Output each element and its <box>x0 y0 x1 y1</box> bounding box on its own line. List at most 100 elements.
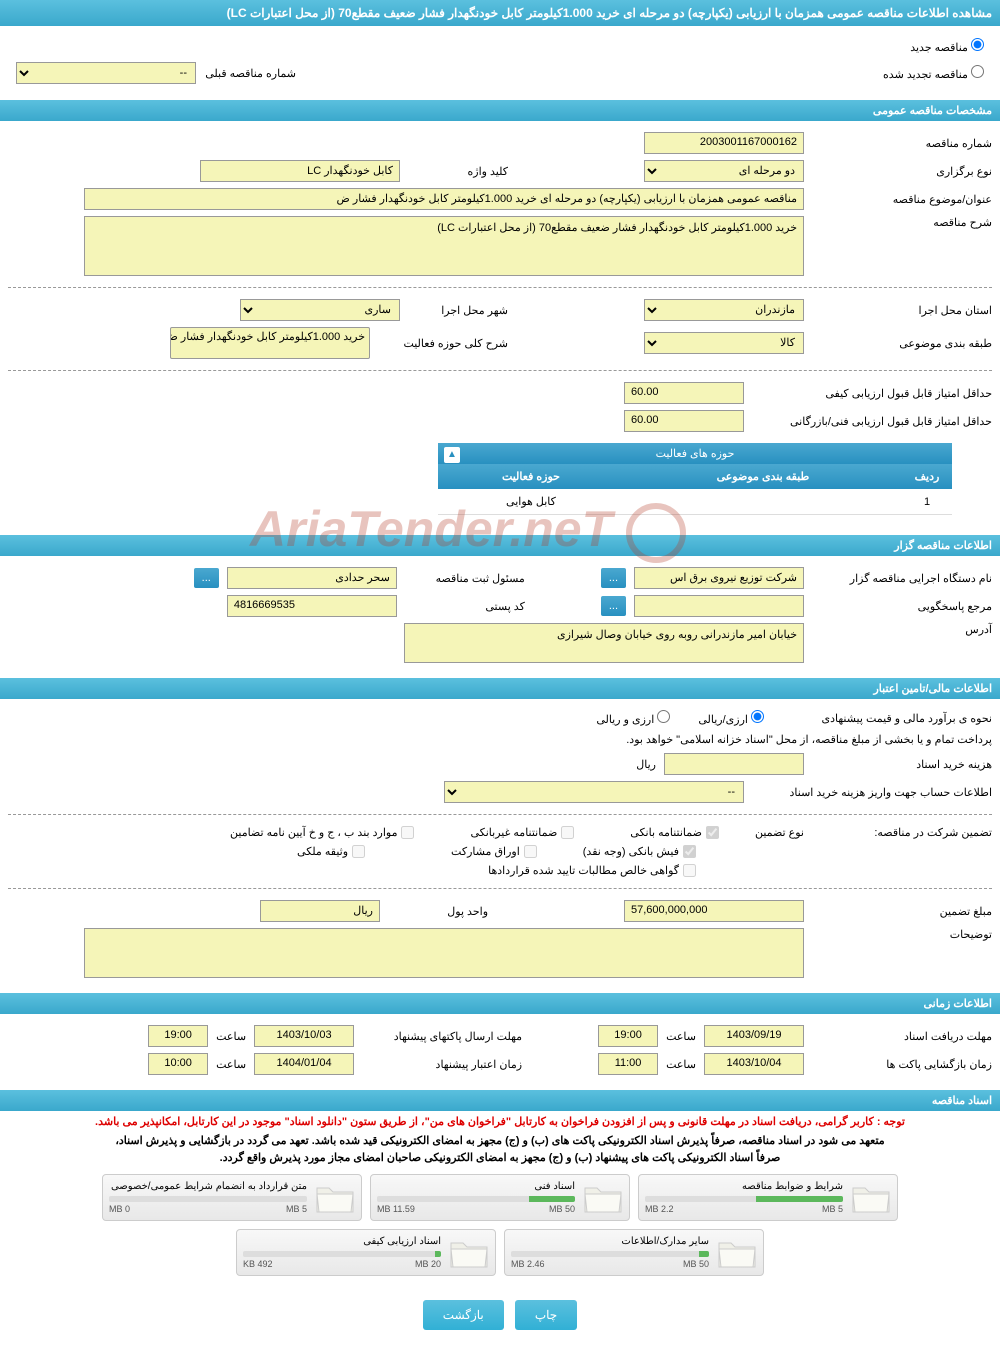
commit-2: صرفاً اسناد الکترونیکی پاکت های پیشنهاد … <box>0 1149 1000 1166</box>
tender-number-value: 2003001167000162 <box>644 132 804 154</box>
time-label: ساعت <box>666 1058 696 1071</box>
radio-renewed-tender[interactable]: مناقصه تجدید شده <box>883 65 984 81</box>
city-label: شهر محل اجرا <box>408 304 508 317</box>
time-label: ساعت <box>216 1058 246 1071</box>
folder-icon <box>851 1182 891 1214</box>
registrar-value: سحر حدادی <box>227 567 397 589</box>
doc-total: 20 MB <box>415 1259 441 1269</box>
doc-cost-value <box>664 753 804 775</box>
receive-label: مهلت دریافت اسناد <box>812 1030 992 1043</box>
radio-rial[interactable]: ارزی/ریالی <box>698 710 764 726</box>
doc-item[interactable]: شرایط و ضوابط مناقصه 5 MB2.2 MB <box>638 1174 898 1221</box>
open-date: 1403/10/04 <box>704 1053 804 1075</box>
notes-value <box>84 928 804 978</box>
payment-note: پرداخت تمام و یا بخشی از مبلغ مناقصه، از… <box>8 729 992 750</box>
estimate-label: نحوه ی برآورد مالی و قیمت پیشنهادی <box>772 712 992 725</box>
col-row: ردیف <box>902 464 952 489</box>
doc-total: 50 MB <box>549 1204 575 1214</box>
chk-participation[interactable]: اوراق مشارکت <box>451 845 537 858</box>
tender-number-label: شماره مناقصه <box>812 137 992 150</box>
postal-label: کد پستی <box>405 600 525 613</box>
doc-item[interactable]: سایر مدارک/اطلاعات 50 MB2.46 MB <box>504 1229 764 1276</box>
scope-label: شرح کلی حوزه فعالیت <box>378 337 508 350</box>
table-row: 1 کابل هوایی <box>438 489 952 515</box>
reference-value <box>634 595 804 617</box>
reference-more-button[interactable]: ... <box>601 596 626 616</box>
amount-value: 57,600,000,000 <box>624 900 804 922</box>
open-time: 11:00 <box>598 1053 658 1075</box>
doc-item[interactable]: اسناد فنی 50 MB 11.59 MB <box>370 1174 630 1221</box>
chk-property[interactable]: وثیقه ملکی <box>297 845 365 858</box>
receive-time: 19:00 <box>598 1025 658 1047</box>
unit-label: واحد پول <box>388 905 488 918</box>
validity-date: 1404/01/04 <box>254 1053 354 1075</box>
activity-table-title: حوزه های فعالیت ▲ <box>438 443 952 464</box>
scope-select[interactable]: خرید 1.000کیلومتر کابل خودنگهدار فشار ضع… <box>170 327 370 359</box>
doc-used: 2.2 MB <box>645 1204 674 1214</box>
doc-item[interactable]: متن قرارداد به انضمام شرایط عمومی/خصوصی … <box>102 1174 362 1221</box>
doc-title: سایر مدارک/اطلاعات <box>511 1236 709 1247</box>
province-select[interactable]: مازندران <box>644 299 804 321</box>
doc-cost-label: هزینه خرید اسناد <box>812 758 992 771</box>
validity-label: زمان اعتبار پیشنهاد <box>362 1058 522 1071</box>
renewed-tender-label: مناقصه تجدید شده <box>883 69 968 81</box>
send-date: 1403/10/03 <box>254 1025 354 1047</box>
time-label: ساعت <box>216 1030 246 1043</box>
chk-items-bcg[interactable]: موارد بند ب ، ج و خ آیین نامه تضامین <box>230 826 414 839</box>
doc-title: اسناد ارزیابی کیفی <box>243 1236 441 1247</box>
subject-value: مناقصه عمومی همزمان با ارزیابی (یکپارچه)… <box>84 188 804 210</box>
org-value: شرکت توزیع نیروی برق اس <box>634 567 804 589</box>
commit-1: متعهد می شود در اسناد مناقصه، صرفاً پذیر… <box>0 1132 1000 1149</box>
send-time: 19:00 <box>148 1025 208 1047</box>
chk-bank-guarantee[interactable]: ضمانتنامه بانکی <box>630 826 719 839</box>
section-timing: اطلاعات زمانی <box>0 993 1000 1014</box>
notes-label: توضیحات <box>812 928 992 941</box>
account-label: اطلاعات حساب جهت واریز هزینه خرید اسناد <box>752 786 992 799</box>
radio-new-tender[interactable]: مناقصه جدید <box>910 42 984 54</box>
progress-fill <box>756 1196 843 1202</box>
validity-time: 10:00 <box>148 1053 208 1075</box>
col-scope: حوزه فعالیت <box>438 464 624 489</box>
registrar-more-button[interactable]: ... <box>194 568 219 588</box>
prev-number-select[interactable]: -- <box>16 62 196 84</box>
row-num: 1 <box>902 489 952 515</box>
new-tender-label: مناقصه جدید <box>910 42 968 54</box>
doc-total: 5 MB <box>822 1204 843 1214</box>
account-select[interactable]: -- <box>444 781 744 803</box>
radio-foreign[interactable]: ارزی و ریالی <box>596 710 670 726</box>
type-label: نوع برگزاری <box>812 165 992 178</box>
quality-score-label: حداقل امتیاز قابل قبول ارزیابی کیفی <box>752 387 992 400</box>
folder-icon <box>717 1237 757 1269</box>
doc-title: متن قرارداد به انضمام شرایط عمومی/خصوصی <box>109 1181 307 1192</box>
guarantee-type-label: نوع تضمین <box>755 826 804 839</box>
postal-value: 4816669535 <box>227 595 397 617</box>
type-select[interactable]: دو مرحله ای <box>644 160 804 182</box>
prev-number-label: شماره مناقصه قبلی <box>196 67 296 80</box>
org-more-button[interactable]: ... <box>601 568 626 588</box>
chk-nonbank[interactable]: ضمانتنامه غیربانکی <box>470 826 574 839</box>
chk-bank-receipt[interactable]: فیش بانکی (وجه نقد) <box>583 845 696 858</box>
doc-used: 11.59 MB <box>377 1204 415 1214</box>
chk-receivables[interactable]: گواهی خالص مطالبات تایید شده قراردادها <box>488 864 696 877</box>
receive-date: 1403/09/19 <box>704 1025 804 1047</box>
back-button[interactable]: بازگشت <box>423 1300 504 1330</box>
category-select[interactable]: کالا <box>644 332 804 354</box>
row-category <box>624 489 902 515</box>
print-button[interactable]: چاپ <box>515 1300 577 1330</box>
collapse-icon[interactable]: ▲ <box>444 447 460 463</box>
progress-fill <box>435 1251 441 1257</box>
city-select[interactable]: ساری <box>240 299 400 321</box>
amount-label: مبلغ تضمین <box>812 905 992 918</box>
doc-total: 5 MB <box>286 1204 307 1214</box>
address-value: خیابان امیر مازندرانی روبه روی خیابان وص… <box>404 623 804 663</box>
open-label: زمان بازگشایی پاکت ها <box>812 1058 992 1071</box>
doc-item[interactable]: اسناد ارزیابی کیفی 20 MB492 KB <box>236 1229 496 1276</box>
subject-label: عنوان/موضوع مناقصه <box>812 193 992 206</box>
province-label: استان محل اجرا <box>812 304 992 317</box>
folder-icon <box>315 1182 355 1214</box>
separator <box>8 888 992 889</box>
separator <box>8 287 992 288</box>
doc-title: اسناد فنی <box>377 1181 575 1192</box>
section-organizer: اطلاعات مناقصه گزار <box>0 535 1000 556</box>
section-documents: اسناد مناقصه <box>0 1090 1000 1111</box>
